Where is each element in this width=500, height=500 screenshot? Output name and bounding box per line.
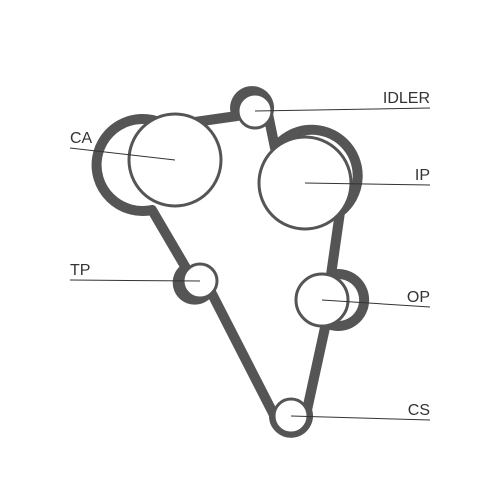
label-tp: TP [70,262,90,279]
label-ca: CA [70,130,93,147]
label-ip: IP [415,167,430,184]
label-idler: IDLER [383,90,430,107]
label-cs: CS [408,402,430,419]
label-op: OP [407,289,430,306]
leader-idler [255,108,430,111]
belt-routing-diagram: CA IDLER IP TP OP CS [0,0,500,500]
